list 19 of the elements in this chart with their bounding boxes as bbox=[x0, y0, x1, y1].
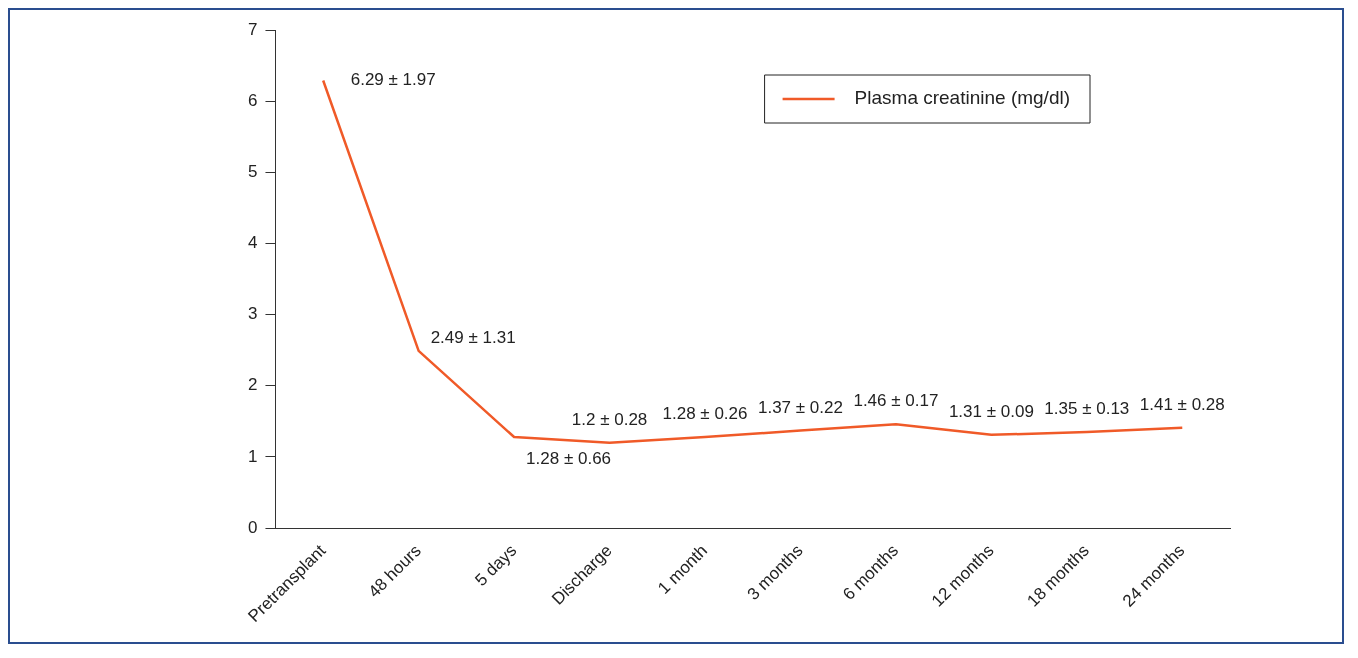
y-tick-label: 5 bbox=[247, 162, 258, 181]
y-tick-label: 0 bbox=[247, 517, 258, 537]
y-tick-label: 6 bbox=[247, 90, 258, 110]
legend-label: Plasma creatinine (mg/dl) bbox=[854, 87, 1071, 109]
data-label: 6.29 ± 1.97 bbox=[350, 69, 436, 89]
data-label: 1.41 ± 0.28 bbox=[1139, 394, 1225, 414]
y-tick-label: 7 bbox=[247, 19, 258, 39]
data-label: 1.46 ± 0.17 bbox=[853, 391, 939, 411]
y-tick-label: 2 bbox=[247, 375, 258, 395]
y-tick-label: 4 bbox=[247, 233, 258, 253]
data-label: 2.49 ± 1.31 bbox=[430, 328, 516, 348]
data-label: 1.2 ± 0.28 bbox=[571, 409, 648, 429]
data-label: 1.35 ± 0.13 bbox=[1044, 399, 1130, 419]
data-label: 1.28 ± 0.66 bbox=[526, 449, 612, 469]
data-label: 1.37 ± 0.22 bbox=[757, 397, 843, 417]
y-tick-label: 1 bbox=[247, 446, 258, 466]
y-tick-label: 3 bbox=[247, 304, 258, 324]
data-label: 1.28 ± 0.26 bbox=[662, 404, 748, 424]
data-label: 1.31 ± 0.09 bbox=[948, 402, 1034, 422]
